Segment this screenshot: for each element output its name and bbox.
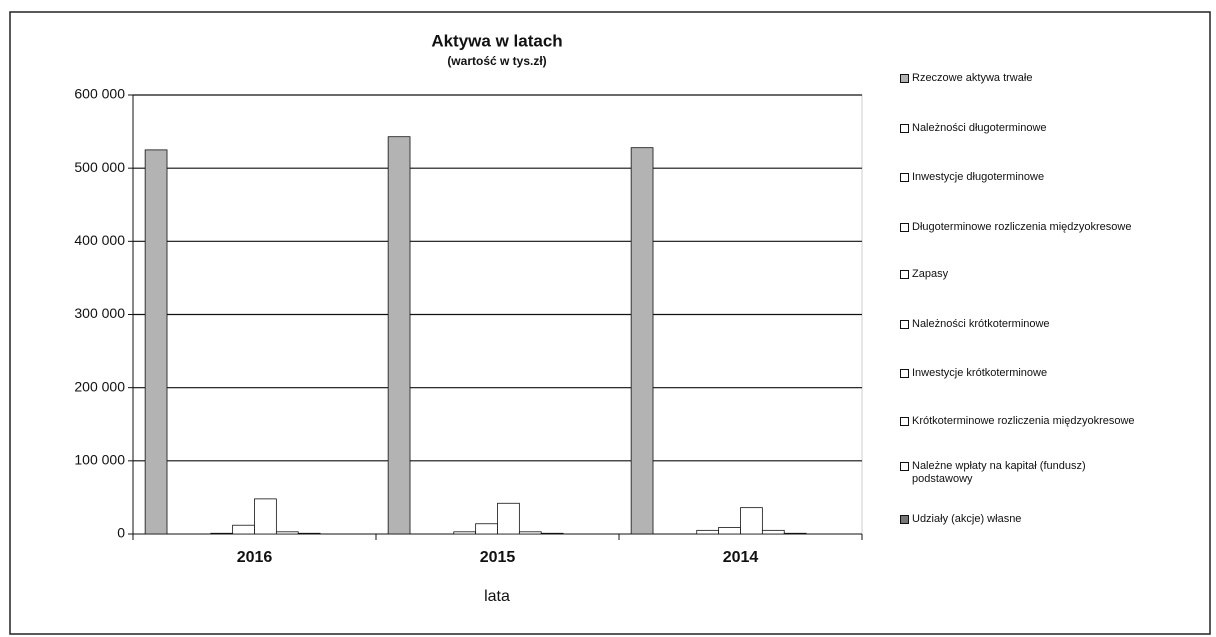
y-tick-label: 300 000 — [74, 305, 125, 321]
legend-swatch — [900, 417, 909, 426]
bar — [497, 502, 520, 535]
y-tick-label: 500 000 — [74, 159, 125, 175]
legend-label: Zapasy — [912, 268, 949, 280]
legend-item: Udziały (akcje) własne — [900, 513, 1021, 526]
legend-swatch — [900, 74, 909, 83]
legend-label: Udziały (akcje) własne — [912, 513, 1022, 525]
bar — [453, 531, 477, 535]
x-tick-label: 2015 — [480, 549, 516, 566]
legend-label: Należności długoterminowe — [912, 122, 1047, 134]
legend-item: Długoterminowe rozliczenia międzyokresow… — [900, 221, 1131, 234]
legend-item: Rzeczowe aktywa trwałe — [900, 72, 1032, 85]
legend-item: Należne wpłaty na kapitał (fundusz) pods… — [900, 460, 1120, 486]
bar — [718, 527, 741, 535]
bar — [232, 524, 255, 535]
legend-label: Rzeczowe aktywa trwałe — [912, 72, 1033, 84]
legend-swatch — [900, 270, 909, 279]
bar — [518, 531, 542, 535]
x-tick-label: 2016 — [237, 549, 273, 566]
legend-item: Należności krótkoterminowe — [900, 318, 1050, 331]
bar — [210, 532, 234, 535]
bar — [144, 149, 168, 535]
x-axis-label: lata — [484, 588, 510, 605]
bar — [783, 532, 807, 535]
legend-item: Zapasy — [900, 268, 948, 281]
bar — [540, 532, 564, 535]
chart-title: Aktywa w latach — [431, 31, 562, 50]
y-tick-label: 600 000 — [74, 86, 125, 102]
bar — [387, 136, 411, 535]
y-tick-label: 200 000 — [74, 378, 125, 394]
bar — [761, 529, 785, 535]
legend-item: Należności długoterminowe — [900, 122, 1047, 135]
legend-item: Inwestycje krótkoterminowe — [900, 367, 1047, 380]
y-tick-label: 400 000 — [74, 232, 125, 248]
bar — [740, 507, 763, 535]
frame — [9, 11, 1211, 635]
bar — [275, 531, 299, 535]
legend-label: Długoterminowe rozliczenia międzyokresow… — [912, 221, 1132, 233]
x-tick-label: 2014 — [723, 549, 759, 566]
legend-item: Krótkoterminowe rozliczenia międzyokreso… — [900, 415, 1135, 428]
legend-item: Inwestycje długoterminowe — [900, 171, 1044, 184]
legend-swatch — [900, 369, 909, 378]
chart-subtitle: (wartość w tys.zł) — [447, 54, 546, 68]
legend-swatch — [900, 223, 909, 232]
bar — [475, 523, 498, 535]
legend-label: Inwestycje długoterminowe — [912, 171, 1045, 183]
legend-swatch — [900, 320, 909, 329]
bar — [254, 498, 277, 535]
legend-label: Krótkoterminowe rozliczenia międzyokreso… — [912, 415, 1135, 427]
y-tick-label: 100 000 — [74, 452, 125, 468]
legend-swatch — [900, 515, 909, 524]
legend-swatch — [900, 173, 909, 182]
bar — [696, 529, 720, 535]
y-tick-label: 0 — [117, 525, 125, 541]
bar — [297, 532, 321, 535]
legend-swatch — [900, 124, 909, 133]
legend-swatch — [900, 462, 909, 471]
legend-label: Należności krótkoterminowe — [912, 318, 1050, 330]
bar — [630, 147, 654, 535]
legend-label: Inwestycje krótkoterminowe — [912, 367, 1048, 379]
legend-label: Należne wpłaty na kapitał (fundusz) pods… — [912, 460, 1086, 485]
